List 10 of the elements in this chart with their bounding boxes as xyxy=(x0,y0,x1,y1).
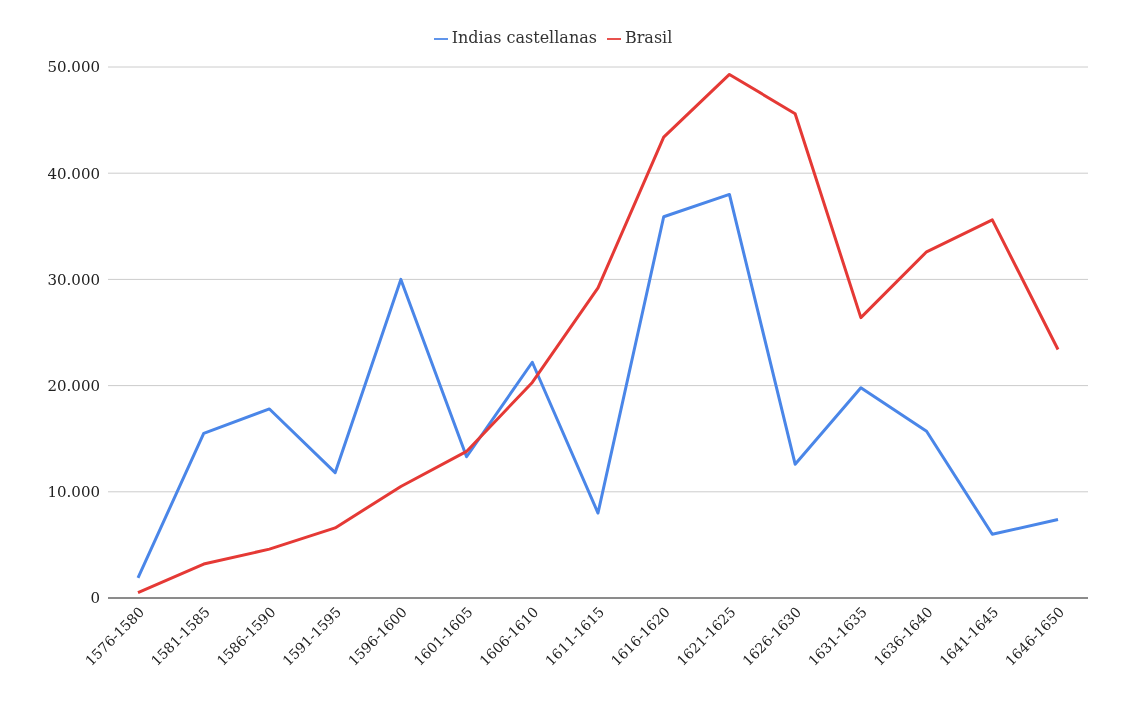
legend-label: Brasil xyxy=(624,28,673,47)
y-tick-label: 40.000 xyxy=(47,164,100,183)
line-series xyxy=(136,72,1060,595)
legend-label: Indias castellanas xyxy=(451,28,597,47)
y-tick-label: 50.000 xyxy=(47,58,100,77)
y-tick-label: 10.000 xyxy=(47,483,100,502)
line-series xyxy=(136,192,1060,580)
y-tick-label: 30.000 xyxy=(47,270,100,289)
y-tick-label: 0 xyxy=(90,589,100,608)
y-tick-label: 20.000 xyxy=(47,376,100,395)
